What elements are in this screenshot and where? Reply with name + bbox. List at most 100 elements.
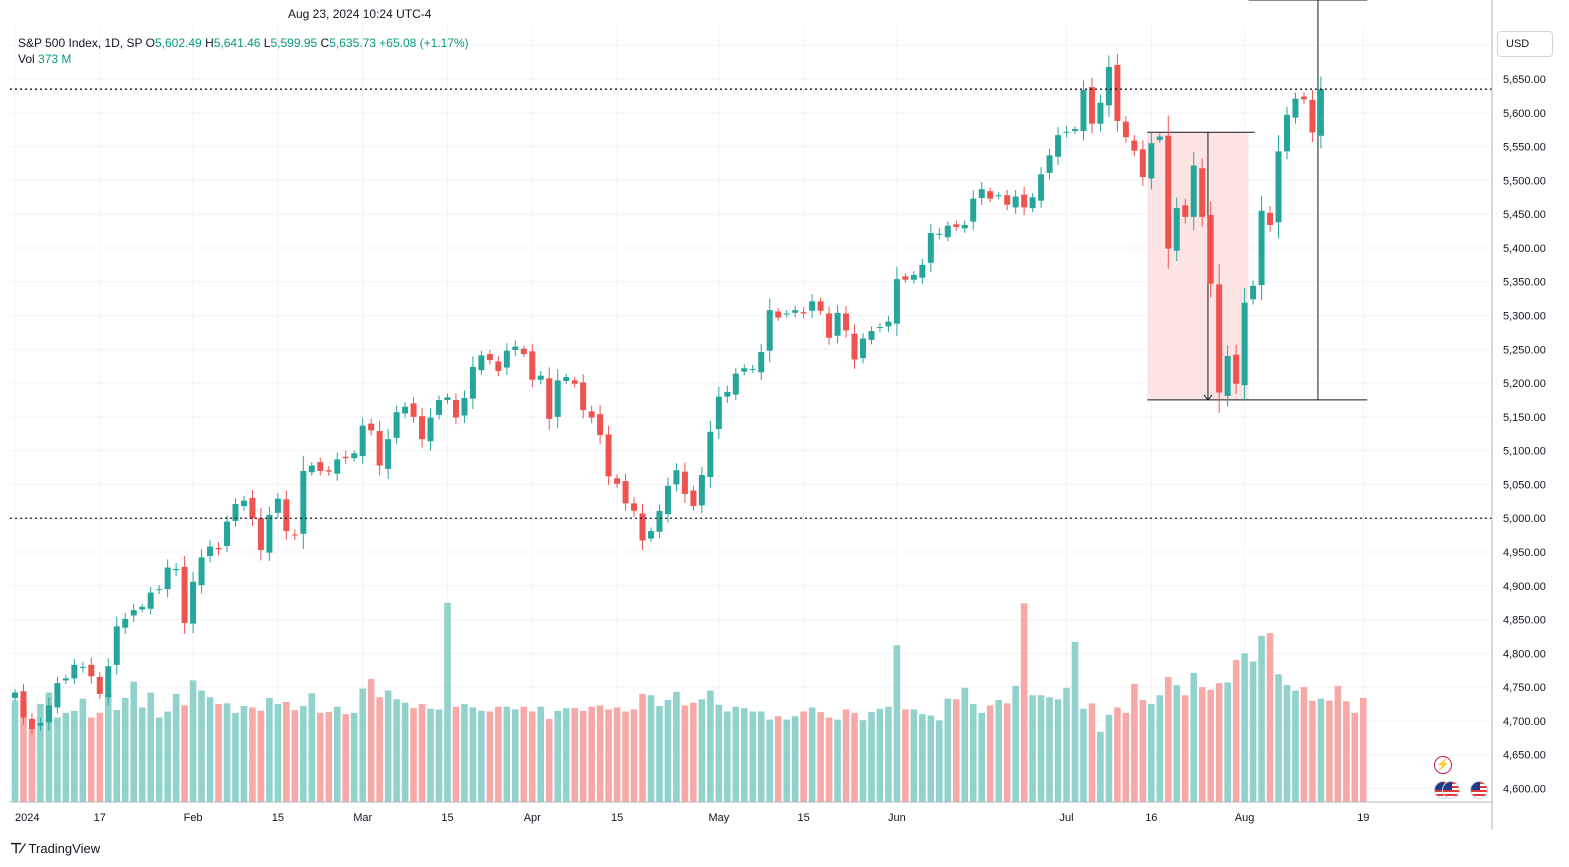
volume-bar-142 [1215,683,1223,802]
candle-body-49 [427,417,434,442]
volume-bar-47 [410,708,417,802]
volume-bar-145 [1241,653,1248,802]
volume-bar-141 [1207,689,1214,802]
volume-bar-146 [1249,661,1257,802]
open-label: O [145,36,155,50]
volume-bar-89 [766,719,774,802]
volume-label[interactable]: Vol [18,52,35,66]
candle-body-109 [936,233,943,235]
volume-bar-103 [885,706,892,802]
symbol-title[interactable]: S&P 500 Index, 1D, SP [18,36,143,50]
volume-bar-115 [986,705,994,802]
candle-body-91 [783,313,790,315]
volume-bar-132 [1131,683,1138,802]
candle-body-24 [215,547,222,550]
footer-brand[interactable]: ⊤⁄ TradingView [10,840,100,857]
candle-body-115 [987,191,994,199]
candle-body-7 [71,664,78,679]
volume-bar-16 [147,692,154,802]
volume-bar-112 [961,687,969,802]
volume-bar-136 [1164,677,1172,802]
volume-bar-159 [1360,697,1367,802]
volume-bar-60 [520,706,528,802]
y-tick-label-20: 4,700.00 [1503,716,1546,728]
volume-bar-152 [1300,687,1308,802]
volume-bar-108 [927,715,935,802]
candle-body-73 [631,503,638,511]
close-label: C [320,36,330,50]
candle-body-145 [1241,302,1248,386]
volume-bar-139 [1190,672,1198,802]
us-flag-icon-2[interactable] [1442,781,1460,799]
y-tick-label-17: 4,850.00 [1503,615,1546,627]
y-tick-label-11: 5,150.00 [1503,412,1546,424]
currency-selector[interactable]: USD [1497,31,1553,57]
y-tick-label-12: 5,100.00 [1503,446,1546,458]
volume-bar-124 [1063,687,1070,802]
crosshair-datetime: Aug 23, 2024 10:24 UTC-4 [288,7,432,21]
volume-bar-44 [384,690,392,802]
candle-body-40 [351,453,358,459]
y-tick-label-2: 5,600.00 [1503,108,1546,120]
candle-body-119 [1021,194,1028,208]
candle-body-60 [520,348,527,355]
volume-bar-125 [1071,641,1079,802]
volume-bar-113 [969,704,977,802]
candle-body-113 [970,198,977,222]
lightning-icon[interactable]: ⚡ [1434,756,1452,774]
down-arrow-head [1203,394,1213,401]
us-flag-icon-3[interactable] [1470,781,1488,799]
tv-logo-icon: ⊤⁄ [10,840,24,856]
volume-bar-20 [181,705,188,802]
volume-bar-18 [164,711,171,802]
y-tick-label-18: 4,800.00 [1503,648,1546,660]
volume-bar-150 [1283,685,1291,802]
candle-body-68 [588,411,595,418]
candle-body-102 [876,327,883,329]
volume-bar-143 [1224,682,1231,802]
volume-bar-130 [1114,707,1121,802]
candle-body-50 [436,399,442,415]
candle-body-150 [1284,114,1290,152]
high-value: 5,641.46 [213,36,261,50]
volume-bar-27 [240,706,248,802]
candle-body-139 [1190,165,1197,217]
volume-bar-49 [427,708,434,802]
close-value: 5,635.73 [329,36,376,50]
volume-bar-40 [350,712,358,802]
volume-bar-122 [1046,697,1053,802]
volume-bar-95 [817,712,824,802]
volume-bar-117 [1003,703,1011,802]
candle-body-29 [257,518,264,550]
volume-bar-37 [325,712,333,802]
candle-body-136 [1165,135,1172,249]
x-tick-label-5: 15 [441,812,453,824]
candle-body-118 [1012,196,1019,208]
volume-bar-131 [1122,712,1130,802]
candle-body-97 [834,312,841,336]
volume-bar-111 [952,699,960,802]
candle-body-41 [359,425,366,457]
candle-body-86 [741,368,748,372]
candle-body-120 [1029,197,1036,209]
volume-bar-59 [512,709,519,802]
candle-body-26 [232,504,239,521]
x-tick-label-7: 15 [611,812,623,824]
volume-bar-66 [571,708,578,802]
candle-body-53 [461,397,468,416]
volume-bar-73 [630,709,638,802]
volume-bar-133 [1139,699,1147,802]
candle-body-131 [1122,121,1129,138]
volume-bar-148 [1266,633,1274,802]
candle-body-122 [1046,155,1053,173]
candle-body-125 [1072,129,1078,132]
candle-body-77 [664,485,671,515]
volume-bar-84 [724,711,731,802]
y-tick-label-15: 4,950.00 [1503,547,1546,559]
y-tick-label-3: 5,550.00 [1503,142,1546,154]
volume-bar-109 [936,720,943,802]
y-tick-label-1: 5,650.00 [1503,74,1546,86]
candle-body-59 [512,346,519,350]
volume-bar-135 [1156,695,1164,802]
